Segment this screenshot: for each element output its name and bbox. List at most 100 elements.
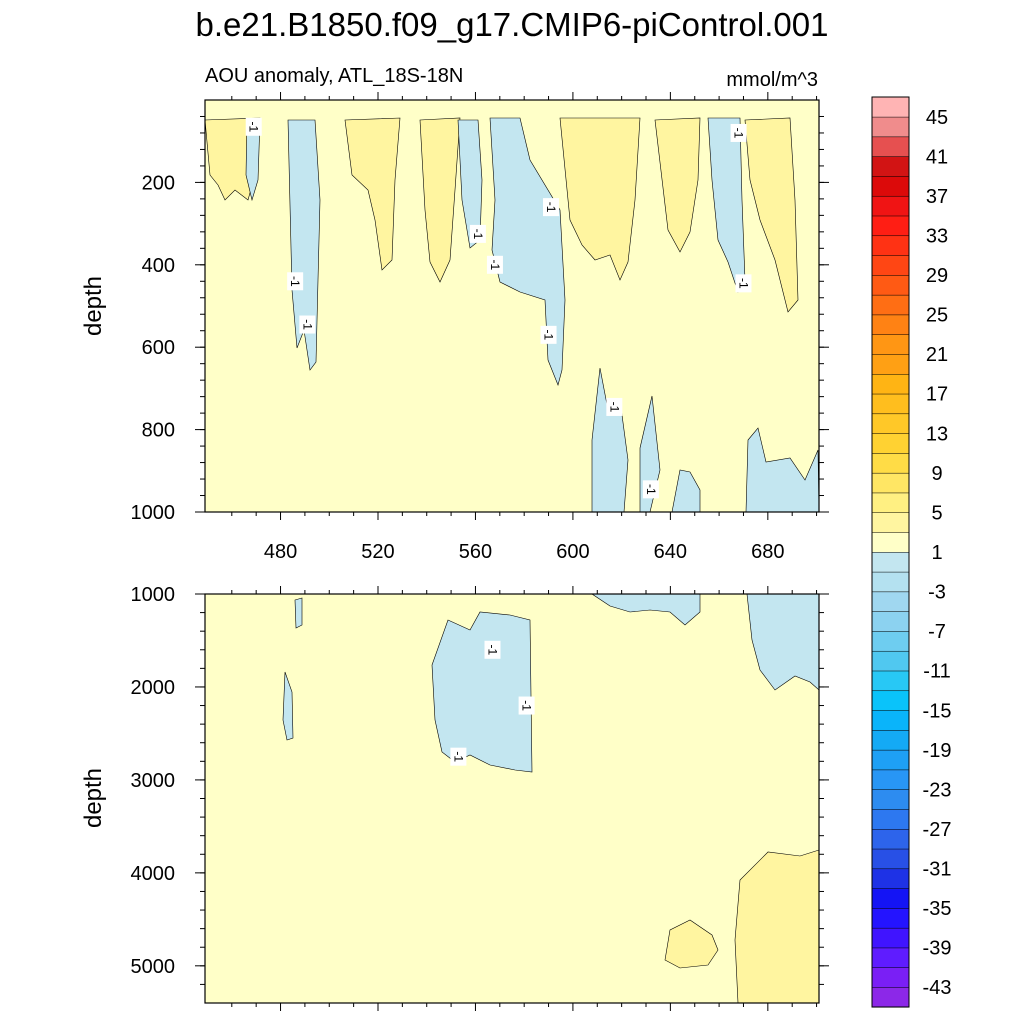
x-tick-label: 480 [264, 541, 297, 563]
upper-yellow-patch-f [744, 117, 799, 313]
upper-y-axis-label: depth [80, 276, 107, 336]
colorbar-swatch [871, 492, 910, 513]
lower-contour-labels: -1 -1 -1 [450, 640, 535, 766]
colorbar-swatch [871, 116, 910, 138]
x-tick-label: 560 [459, 541, 492, 563]
x-tick-label: 640 [654, 541, 687, 563]
upper-negative-blue [245, 117, 820, 513]
colorbar-swatch [871, 571, 910, 593]
colorbar-swatch [871, 670, 910, 692]
lower-blue-patch-b [282, 671, 294, 741]
colorbar-swatch [871, 868, 910, 889]
colorbar-swatch [871, 195, 910, 217]
colorbar-swatch [871, 334, 910, 355]
colorbar-tick-label: -19 [923, 740, 952, 762]
contour-label: -1 [245, 117, 262, 136]
contour-label-text: -1 [488, 259, 502, 270]
contour-label-box [484, 640, 501, 659]
contour-label-text: -1 [486, 644, 500, 655]
colorbar-tick-label: 29 [926, 265, 948, 287]
colorbar-tick-label: 37 [926, 186, 948, 208]
colorbar-tick-label: 17 [926, 384, 948, 406]
lower-blue-patch-d [294, 597, 303, 629]
contour-label-box [735, 274, 752, 293]
lower-ticks: 1000 2000 3000 4000 5000 [131, 584, 829, 1011]
colorbar-swatch [871, 710, 910, 731]
contour-label-text: -1 [544, 202, 558, 213]
lower-blue-patch-e [591, 593, 701, 626]
colorbar-swatch [871, 769, 910, 790]
colorbar-swatch [871, 591, 910, 612]
contour-label: -1 [287, 272, 304, 291]
y-tick-label: 3000 [131, 770, 176, 792]
contour-label: -1 [735, 274, 752, 293]
colorbar-tick-label: 25 [926, 305, 948, 327]
colorbar-swatch [871, 947, 910, 968]
colorbar-tick-label: -23 [923, 779, 952, 801]
contour-label-box [486, 255, 503, 274]
x-tick-label: 600 [556, 541, 589, 563]
upper-panel: 200 400 600 800 1000 -1 -1 -1 -1 -1 -1 -1 -1 -1 -1-1 … [80, 92, 829, 524]
colorbar-swatch [871, 215, 910, 237]
upper-ticks: 200 400 600 800 1000 [131, 92, 829, 524]
contour-label: -1 [642, 480, 659, 499]
colorbar-swatch [871, 235, 910, 256]
y-tick-label: 600 [142, 337, 175, 359]
contour-label: -1 [518, 696, 535, 715]
subtitle-left: AOU anomaly, ATL_18S-18N [205, 65, 463, 87]
colorbar-swatch [871, 927, 910, 949]
contour-label-text: -1 [471, 229, 485, 240]
colorbar-tick-label: 45 [926, 107, 948, 129]
colorbar-swatch [871, 967, 910, 988]
contour-label: -1 [469, 224, 486, 243]
colorbar-swatch [871, 413, 910, 434]
contour-label: -1 [540, 325, 557, 344]
colorbar-swatch [871, 156, 910, 177]
contour-label: -1 [730, 123, 747, 142]
colorbar-swatch [871, 512, 910, 533]
colorbar-tick-label: -35 [923, 898, 952, 920]
colorbar-swatch [871, 96, 910, 118]
lower-y-axis-label: depth [80, 768, 107, 828]
contour-label: -1 [299, 315, 316, 334]
contour-label-text: -1 [300, 319, 314, 330]
colorbar-swatch [871, 630, 910, 652]
lower-blue-patch-a [431, 611, 533, 773]
y-tick-label: 1000 [131, 584, 176, 606]
chart-title: b.e21.B1850.f09_g17.CMIP6-piControl.001 [196, 6, 829, 43]
colorbar-swatch [871, 175, 910, 197]
contour-label-text: -1 [736, 278, 750, 289]
lower-yellow-patch-b [664, 919, 719, 969]
contour-label-box [518, 696, 535, 715]
colorbar-tick-label: -15 [923, 700, 952, 722]
colorbar-swatch [871, 255, 910, 276]
colorbar-swatch [871, 828, 910, 850]
y-tick-label: 1000 [131, 502, 176, 524]
contour-label: -1 [484, 640, 501, 659]
contour-label-text: -1 [644, 484, 658, 495]
colorbar-tick-label: 5 [931, 502, 942, 524]
colorbar-swatch [871, 314, 910, 335]
y-tick-label: 2000 [131, 677, 176, 699]
contour-label-text: -1 [542, 330, 556, 341]
contour-label: -1 [542, 198, 559, 217]
colorbar-swatch [871, 452, 910, 474]
colorbar-swatch [871, 551, 910, 573]
contour-label-box [730, 123, 747, 142]
contour-label-box [245, 117, 262, 136]
contour-label: -1 [450, 747, 467, 766]
colorbar-tick-label: -39 [923, 938, 952, 960]
colorbar-tick-label: -3 [928, 582, 946, 604]
colorbar-tick-label: 13 [926, 423, 948, 445]
contour-label-text: -1 [247, 121, 261, 132]
upper-blue-patch-d [489, 117, 566, 386]
x-tick-labels: 480 520 560 600 640 680 [264, 541, 785, 563]
contour-label-box [606, 397, 623, 416]
y-tick-label: 4000 [131, 863, 176, 885]
contour-label-box [469, 224, 486, 243]
colorbar-tick-label: 1 [931, 542, 942, 564]
lower-yellow-patch-a [734, 849, 820, 1004]
colorbar-swatch [871, 808, 910, 830]
colorbar: -43-39-35-31-27-23-19-15-11-7-3159131721… [871, 96, 952, 1008]
colorbar-swatch [871, 353, 910, 375]
